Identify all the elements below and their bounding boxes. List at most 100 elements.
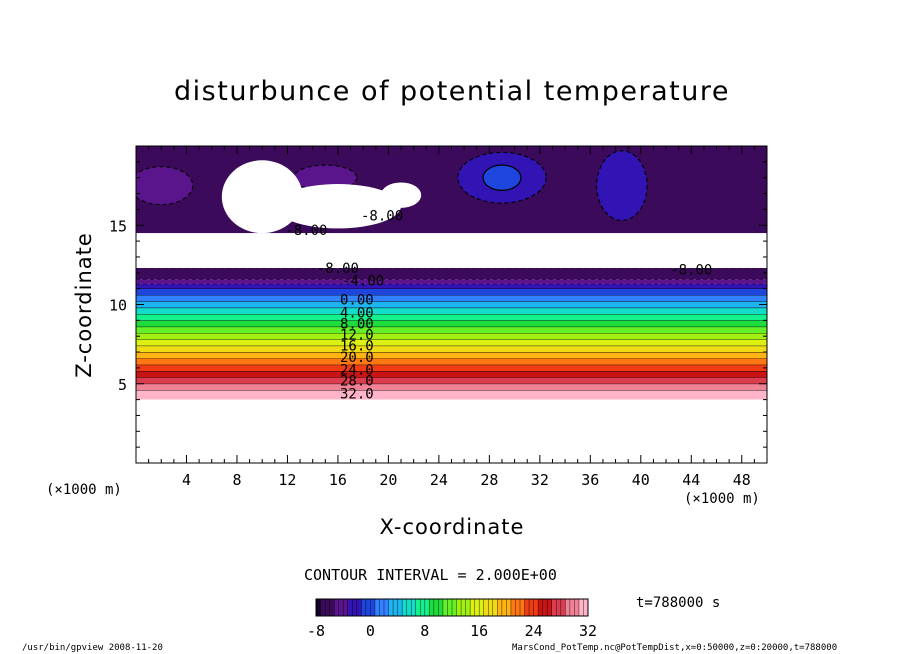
x-tick-label: 40 xyxy=(632,471,650,489)
temperature-band xyxy=(136,345,767,353)
x-tick-label: 32 xyxy=(531,471,549,489)
contour-label: -8.00 xyxy=(317,261,359,277)
contour-label: 20.0 xyxy=(340,350,374,366)
colorbar-segment xyxy=(356,599,362,616)
temperature-band xyxy=(136,383,767,391)
x-tick-label: 4 xyxy=(182,471,191,489)
temperature-band xyxy=(136,371,767,378)
colorbar-segment xyxy=(556,599,562,616)
colorbar-segment xyxy=(538,599,544,616)
temperature-band xyxy=(136,390,767,400)
contour-label: 28.0 xyxy=(340,374,374,390)
y-axis-unit: (×1000 m) xyxy=(46,482,122,498)
y-tick-label: 5 xyxy=(118,376,127,394)
temperature-band xyxy=(136,268,767,280)
colorbar-segment xyxy=(393,599,399,616)
colorbar-segment xyxy=(574,599,580,616)
colorbar-segment xyxy=(447,599,453,616)
temperature-band xyxy=(136,283,767,289)
missing-region xyxy=(274,184,402,229)
temperature-band xyxy=(136,320,767,327)
colorbar-segment xyxy=(551,599,557,616)
colorbar-segment xyxy=(452,599,458,616)
colorbar-segment xyxy=(388,599,394,616)
colorbar-segment xyxy=(338,599,344,616)
temperature-band xyxy=(136,339,767,346)
contour-label: 16.0 xyxy=(340,339,374,355)
colorbar-segment xyxy=(465,599,471,616)
x-tick-label: 28 xyxy=(480,471,498,489)
missing-region xyxy=(136,233,767,269)
colorbar-segment xyxy=(501,599,507,616)
colorbar-segment xyxy=(411,599,417,616)
colorbar-segment xyxy=(506,599,512,616)
colorbar-segment xyxy=(433,599,439,616)
plot-area: -8.00-8.00-8.00 -8.00-4.000.004.008.0012.… xyxy=(136,146,767,463)
contour-label: -8.00 xyxy=(361,209,403,225)
colorbar-segment xyxy=(329,599,335,616)
colorbar-segment xyxy=(397,599,403,616)
colorbar-segment xyxy=(424,599,430,616)
x-tick-label: 12 xyxy=(278,471,296,489)
missing-region xyxy=(380,182,422,208)
temperature-band xyxy=(136,358,767,365)
colorbar-segment xyxy=(384,599,390,616)
temperature-band xyxy=(136,352,767,359)
colorbar-segment xyxy=(569,599,575,616)
anomaly-contour xyxy=(482,164,522,191)
colorbar-segment xyxy=(456,599,462,616)
colorbar-segment xyxy=(379,599,385,616)
colorbar-segment xyxy=(316,599,322,616)
x-tick-label: 8 xyxy=(232,471,241,489)
colorbar-segment xyxy=(325,599,331,616)
colorbar-segment xyxy=(415,599,421,616)
colorbar-segment xyxy=(524,599,530,616)
y-tick-label: 10 xyxy=(109,297,127,315)
x-tick-label: 48 xyxy=(733,471,751,489)
contour-label: -4.00 xyxy=(342,274,384,290)
colorbar-tick-label: 16 xyxy=(470,622,488,640)
colorbar-segment xyxy=(420,599,426,616)
colorbar-segment xyxy=(488,599,494,616)
colorbar-segment xyxy=(406,599,412,616)
colorbar-segment xyxy=(533,599,539,616)
colorbar-tick-label: 0 xyxy=(366,622,375,640)
colorbar-segment xyxy=(542,599,548,616)
colorbar-tick-label: -8 xyxy=(307,622,325,640)
colorbar-segment xyxy=(361,599,367,616)
temperature-band xyxy=(136,314,767,321)
colorbar-segment xyxy=(474,599,480,616)
colorbar-segment xyxy=(483,599,489,616)
contour-label: 24.0 xyxy=(340,362,374,378)
contour-label: 12.0 xyxy=(340,328,374,344)
colorbar-segment xyxy=(470,599,476,616)
temperature-band xyxy=(136,288,767,295)
colorbar-segment xyxy=(515,599,521,616)
contour-label: 0.00 xyxy=(340,293,374,309)
colorbar-segment xyxy=(529,599,535,616)
x-axis-label: X-coordinate xyxy=(379,515,525,539)
x-axis-unit: (×1000 m) xyxy=(684,491,760,507)
temperature-band xyxy=(136,333,767,340)
colorbar-segment xyxy=(497,599,503,616)
colorbar-segment xyxy=(479,599,485,616)
colorbar-segment xyxy=(461,599,467,616)
anomaly-contour xyxy=(136,166,194,206)
colorbar-segment xyxy=(492,599,498,616)
colorbar-segment xyxy=(510,599,516,616)
colorbar-segment xyxy=(578,599,584,616)
colorbar-tick-label: 8 xyxy=(420,622,429,640)
missing-region xyxy=(136,399,767,463)
contour-label: 4.00 xyxy=(340,305,374,321)
colorbar-segment xyxy=(438,599,444,616)
colorbar: -8 0 8 16 24 32 xyxy=(307,598,597,640)
contour-label: -8.00 xyxy=(670,263,712,279)
colorbar-segment xyxy=(320,599,326,616)
colorbar-segment xyxy=(560,599,566,616)
colorbar-segment xyxy=(374,599,380,616)
colorbar-segment xyxy=(429,599,435,616)
contour-label: -8.00 xyxy=(285,223,327,239)
x-tick-label: 24 xyxy=(430,471,448,489)
